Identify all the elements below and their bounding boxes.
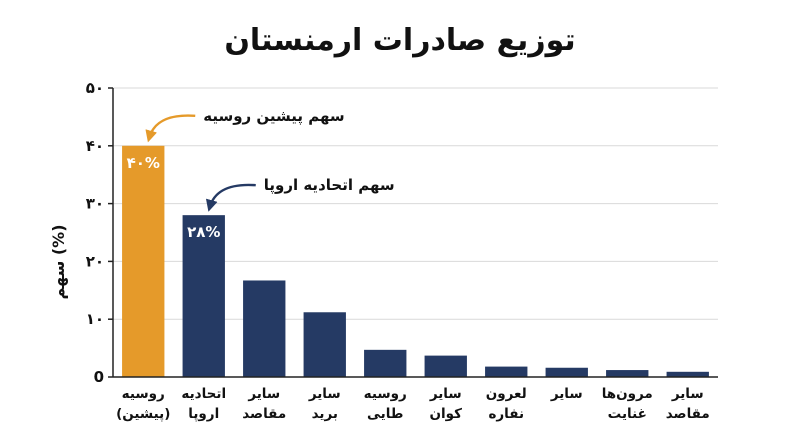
x-tick-label: سایر مقاصد [242,386,286,422]
chart-title: توزیع صادرات ارمنستان [224,23,575,58]
bar [122,145,165,377]
annotation-arrow [145,114,196,143]
x-tick-label: سایر برید [308,386,341,422]
data-label: ۲۸% [187,223,220,241]
x-tick-label: مرون‌ها غنایت [602,386,653,422]
y-tick-label: ۱۰ [86,310,104,328]
bar [545,367,588,377]
annotation-label: سهم اتحادیه اروپا [264,176,395,195]
x-tick-label: سایر [550,386,583,402]
x-tick-label: لعرون نفاره [486,386,527,422]
bar [424,355,467,377]
y-axis-label: سهم (%) [49,224,68,299]
data-label: ۴۰% [127,154,160,172]
bar [606,370,649,377]
y-tick-label: 0 [94,368,104,386]
annotation-arrow [205,183,256,212]
bar [666,371,709,377]
x-tick-label: سایر کوان [429,386,462,422]
x-tick-label: روسیه (پیشین) [116,386,170,422]
bar [303,312,346,377]
annotation-label: سهم پیشین روسیه [203,107,344,126]
y-tick-label: ۳۰ [86,195,104,213]
y-tick-label: ۵۰ [86,79,104,97]
bar [243,280,286,377]
x-tick-label: اتحادیه اروپا [181,386,226,422]
x-tick-label: روسیه طایی [364,386,407,422]
bar [182,215,225,377]
y-tick-label: ۴۰ [86,137,104,155]
x-tick-label: سایر مقاصد [666,386,710,422]
bar [364,349,407,377]
bar [485,366,528,377]
y-tick-label: ۲۰ [86,252,104,270]
